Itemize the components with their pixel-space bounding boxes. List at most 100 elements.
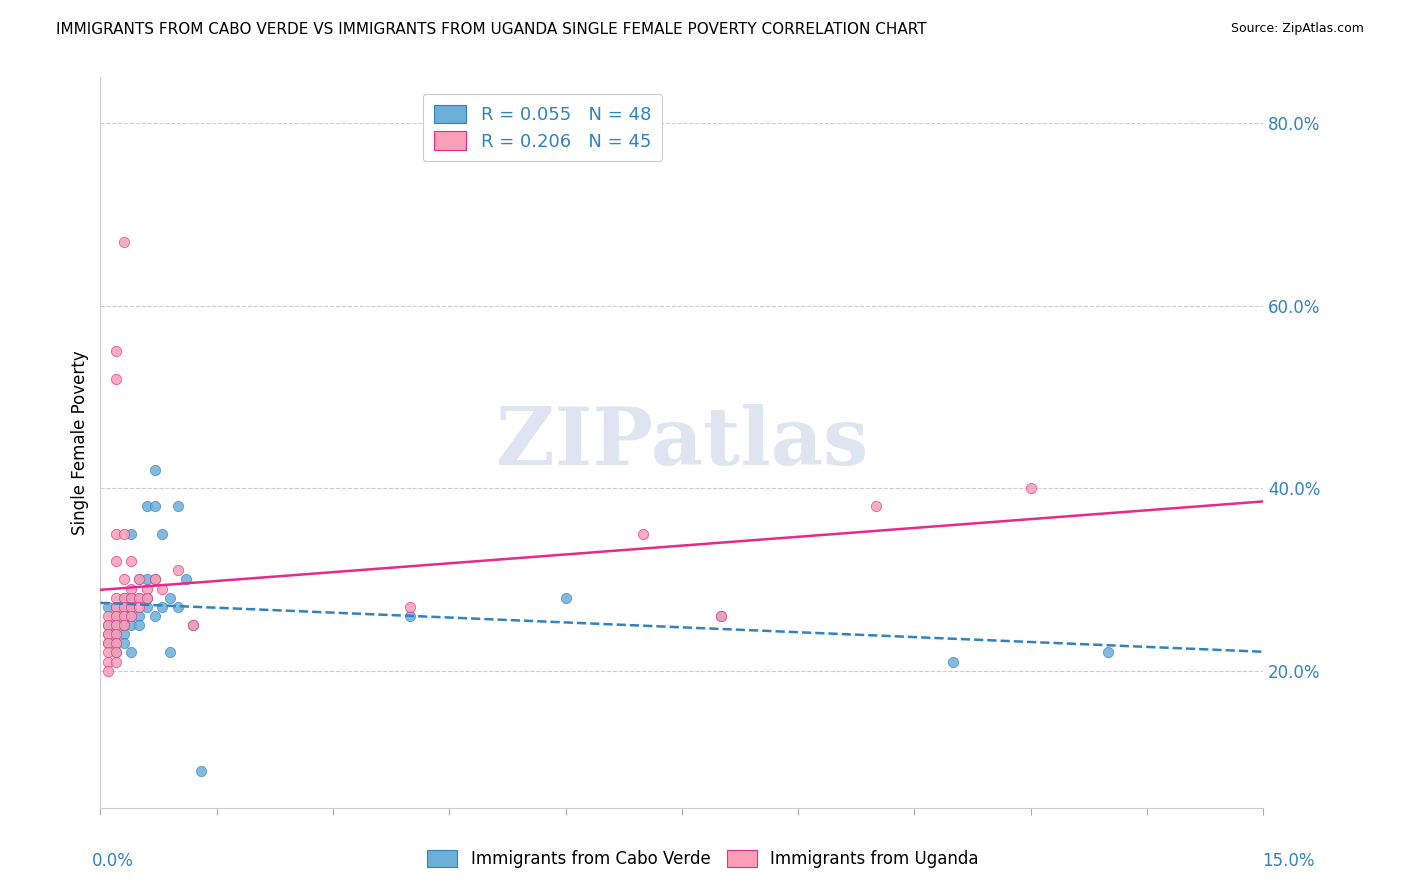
Point — [135, 500, 157, 514]
Point — [97, 664, 120, 678]
Point — [104, 627, 127, 641]
Point — [112, 526, 135, 541]
Point — [112, 591, 135, 605]
Point — [112, 599, 135, 614]
Point — [631, 526, 654, 541]
Point — [104, 609, 127, 624]
Point — [120, 591, 142, 605]
Point — [128, 591, 150, 605]
Point — [104, 636, 127, 650]
Text: ZIPatlas: ZIPatlas — [496, 403, 868, 482]
Point — [135, 582, 157, 596]
Point — [167, 599, 190, 614]
Text: Source: ZipAtlas.com: Source: ZipAtlas.com — [1230, 22, 1364, 36]
Point — [143, 463, 166, 477]
Point — [104, 655, 127, 669]
Point — [128, 573, 150, 587]
Point — [150, 526, 173, 541]
Y-axis label: Single Female Poverty: Single Female Poverty — [72, 351, 89, 535]
Point — [128, 609, 150, 624]
Point — [167, 500, 190, 514]
Text: 15.0%: 15.0% — [1263, 852, 1315, 870]
Point — [120, 609, 142, 624]
Point — [710, 609, 733, 624]
Point — [174, 573, 197, 587]
Point — [104, 627, 127, 641]
Point — [710, 609, 733, 624]
Point — [104, 591, 127, 605]
Point — [104, 636, 127, 650]
Point — [97, 618, 120, 632]
Point — [104, 645, 127, 659]
Text: IMMIGRANTS FROM CABO VERDE VS IMMIGRANTS FROM UGANDA SINGLE FEMALE POVERTY CORRE: IMMIGRANTS FROM CABO VERDE VS IMMIGRANTS… — [56, 22, 927, 37]
Point — [1097, 645, 1119, 659]
Point — [128, 573, 150, 587]
Point — [97, 645, 120, 659]
Legend: Immigrants from Cabo Verde, Immigrants from Uganda: Immigrants from Cabo Verde, Immigrants f… — [420, 843, 986, 875]
Point — [112, 618, 135, 632]
Point — [104, 618, 127, 632]
Point — [128, 618, 150, 632]
Point — [97, 618, 120, 632]
Point — [104, 526, 127, 541]
Point — [120, 599, 142, 614]
Point — [135, 573, 157, 587]
Point — [104, 371, 127, 385]
Point — [554, 591, 576, 605]
Point — [183, 618, 205, 632]
Point — [112, 618, 135, 632]
Point — [135, 591, 157, 605]
Point — [97, 627, 120, 641]
Point — [112, 627, 135, 641]
Point — [120, 645, 142, 659]
Legend: R = 0.055   N = 48, R = 0.206   N = 45: R = 0.055 N = 48, R = 0.206 N = 45 — [423, 94, 662, 161]
Point — [183, 618, 205, 632]
Point — [399, 599, 422, 614]
Point — [112, 636, 135, 650]
Point — [104, 618, 127, 632]
Point — [120, 526, 142, 541]
Point — [159, 645, 181, 659]
Point — [120, 609, 142, 624]
Point — [112, 591, 135, 605]
Point — [143, 609, 166, 624]
Point — [159, 591, 181, 605]
Point — [150, 582, 173, 596]
Point — [167, 563, 190, 577]
Point — [97, 636, 120, 650]
Point — [1019, 481, 1042, 495]
Point — [120, 591, 142, 605]
Point — [135, 591, 157, 605]
Point — [97, 599, 120, 614]
Point — [120, 582, 142, 596]
Text: 0.0%: 0.0% — [91, 852, 134, 870]
Point — [112, 599, 135, 614]
Point — [104, 554, 127, 568]
Point — [143, 573, 166, 587]
Point — [112, 235, 135, 249]
Point — [120, 618, 142, 632]
Point — [120, 599, 142, 614]
Point — [942, 655, 965, 669]
Point — [97, 636, 120, 650]
Point — [104, 645, 127, 659]
Point — [128, 591, 150, 605]
Point — [865, 500, 887, 514]
Point — [399, 609, 422, 624]
Point — [112, 573, 135, 587]
Point — [112, 609, 135, 624]
Point — [128, 599, 150, 614]
Point — [104, 609, 127, 624]
Point — [190, 764, 212, 778]
Point — [104, 599, 127, 614]
Point — [143, 573, 166, 587]
Point — [97, 655, 120, 669]
Point — [104, 344, 127, 359]
Point — [120, 554, 142, 568]
Point — [112, 609, 135, 624]
Point — [135, 599, 157, 614]
Point — [143, 500, 166, 514]
Point — [97, 627, 120, 641]
Point — [97, 609, 120, 624]
Point — [150, 599, 173, 614]
